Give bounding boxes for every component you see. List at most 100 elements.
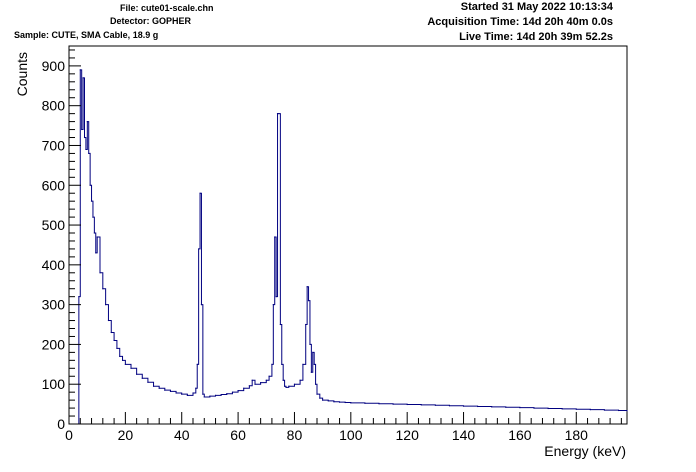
spectrum-point (285, 386, 287, 388)
spectrum-point (278, 113, 280, 115)
spectrum-point (519, 407, 521, 409)
spectrum-point (86, 121, 88, 123)
spectrum-point (299, 379, 301, 381)
y-axis-label: Counts (14, 52, 30, 96)
spectrum-point (92, 216, 94, 218)
spectrum-point (102, 288, 104, 290)
spectrum-point (271, 363, 273, 365)
y-tick-label: 600 (42, 177, 66, 193)
spectrum-point (186, 394, 188, 396)
spectrum-point (83, 136, 86, 139)
x-tick-label: 0 (65, 427, 73, 443)
spectrum-point (202, 393, 204, 395)
y-tick-label: 500 (42, 217, 66, 233)
spectrum-point (147, 381, 149, 383)
spectrum-point (314, 383, 317, 385)
spectrum-point (243, 387, 245, 389)
spectrum-point (192, 392, 194, 394)
spectrum-point (547, 407, 549, 410)
spectrum-point (231, 391, 234, 393)
spectrum-point (158, 387, 160, 389)
spectrum-point (338, 401, 341, 403)
y-tick-label: 200 (42, 336, 66, 352)
y-tick-label: 800 (42, 98, 66, 114)
spectrum-series-line (78, 69, 628, 424)
spectrum-point (350, 402, 352, 404)
spectrum-point (220, 393, 222, 396)
x-tick-label: 100 (339, 427, 363, 443)
spectrum-point (93, 232, 95, 234)
spectrum-point (105, 304, 107, 306)
spectrum-point (198, 248, 200, 250)
spectrum-point (226, 393, 228, 395)
spectrum-point (248, 385, 250, 387)
spectrum-point (116, 347, 118, 349)
file-label: File: cute01-scale.chn (120, 3, 214, 13)
spectrum-point (626, 410, 628, 412)
spectrum-point (282, 379, 284, 381)
spectrum-point (603, 409, 606, 411)
spectrum-point (306, 286, 308, 288)
y-tick-label: 100 (42, 376, 66, 392)
spectrum-point (141, 377, 143, 379)
spectrum-point (200, 304, 203, 306)
spectrum-point (327, 400, 329, 402)
spectrum-point (322, 399, 324, 401)
spectrum-point (196, 363, 198, 365)
spectrum-point (281, 363, 283, 365)
spectrum-point (309, 343, 311, 346)
spectrum-point (152, 385, 155, 387)
spectrum-point (272, 304, 274, 306)
spectrum-point (203, 396, 205, 398)
spectrum-point (78, 296, 80, 298)
spectrum-point (477, 405, 479, 408)
x-tick-label: 140 (452, 427, 476, 443)
spectrum-point (209, 395, 211, 397)
spectrum-point (533, 407, 535, 409)
spectrum-point (333, 401, 335, 403)
spectrum-point (119, 355, 121, 357)
y-tick-label: 300 (42, 297, 66, 313)
spectrum-point (307, 300, 310, 302)
spectrum-point (79, 69, 81, 71)
x-axis-label: Energy (keV) (544, 443, 626, 459)
spectrum-point (88, 152, 90, 155)
spectrum-point (195, 387, 197, 389)
spectrum-point (288, 385, 290, 387)
spectrum-point (107, 319, 110, 322)
acquisition-time: Acquisition Time: 14d 20h 40m 0.0s (427, 16, 613, 28)
sample-label: Sample: CUTE, SMA Cable, 18.9 g (14, 30, 159, 40)
spectrum-point (313, 363, 315, 365)
x-tick-label: 20 (118, 427, 134, 443)
x-tick-label: 80 (287, 427, 303, 443)
spectrum-point (434, 404, 436, 406)
spectrum-point (199, 192, 201, 194)
spectrum-point (283, 385, 286, 387)
spectrum-point (364, 402, 366, 404)
spectrum-point (237, 389, 239, 392)
spectrum-point (275, 296, 277, 298)
spectrum-point (121, 359, 124, 361)
spectrum-point (378, 403, 380, 405)
spectrum-point (90, 200, 93, 202)
spectrum-point (169, 390, 172, 392)
spectrum-point (293, 383, 296, 385)
spectrum-point (276, 113, 279, 115)
spectrum-point (254, 383, 256, 385)
spectrum-point (589, 409, 591, 411)
y-tick-label: 400 (42, 257, 66, 273)
y-tick-label: 900 (42, 58, 66, 74)
spectrum-point (96, 236, 98, 238)
x-tick-label: 60 (230, 427, 246, 443)
spectrum-point (505, 406, 507, 408)
spectrum-point (344, 401, 346, 404)
spectrum-point (265, 379, 267, 381)
spectrum-point (251, 379, 253, 381)
detector-label: Detector: GOPHER (110, 16, 192, 26)
spectrum-point (181, 393, 183, 395)
spectrum-point (164, 389, 166, 391)
spectrum-point (312, 351, 314, 353)
spectrum-point (302, 363, 304, 365)
x-tick-label: 120 (396, 427, 420, 443)
